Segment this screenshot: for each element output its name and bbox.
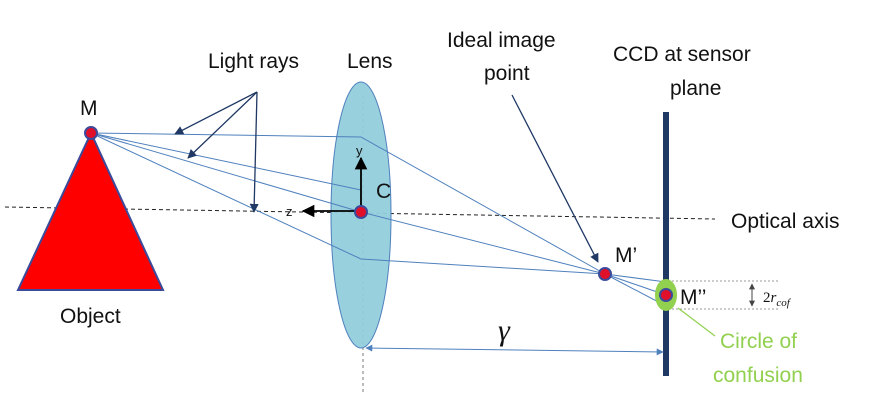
point-m-dot: [84, 126, 98, 140]
radius-label: 2rcof: [763, 290, 792, 309]
pointer-arrow-2: [187, 91, 258, 159]
ray-extension-upper: [604, 273, 667, 283]
point-c-label: C: [376, 180, 391, 203]
coc-pointer: [677, 307, 716, 337]
pointer-arrow-1: [174, 91, 258, 135]
light-rays-label: Light rays: [208, 50, 299, 73]
coc-label-2: confusion: [713, 364, 803, 387]
object-label: Object: [60, 305, 121, 328]
ideal-image-label-2: point: [484, 62, 530, 85]
optical-axis-label: Optical axis: [731, 210, 840, 233]
light-ray-bottom: [90, 132, 606, 275]
y-axis-label: y: [356, 143, 363, 158]
ideal-image-pointer: [511, 94, 599, 263]
radius-label-base: 2: [763, 290, 771, 306]
point-c-dot: [354, 205, 368, 219]
ccd-label-2: plane: [670, 77, 721, 100]
point-m-double-prime-label: M’’: [680, 286, 706, 309]
coc-label-1: Circle of: [720, 330, 797, 353]
ideal-image-label-1: Ideal image: [447, 29, 556, 52]
radius-label-r: r: [771, 290, 777, 306]
pointer-arrow-3: [249, 91, 259, 213]
object-triangle: [16, 130, 165, 291]
gamma-label: γ: [498, 314, 511, 347]
optical-axis-line: [4, 206, 716, 220]
point-m-label: M: [80, 97, 98, 120]
light-rays-pointers: [174, 91, 259, 213]
point-m-prime-label: M’: [615, 244, 637, 267]
ccd-label-1: CCD at sensor: [613, 43, 751, 66]
radius-label-sub: cof: [776, 297, 791, 309]
light-ray-mid: [90, 132, 362, 191]
z-axis-label: z: [286, 204, 293, 219]
point-m-prime-dot: [598, 267, 612, 281]
lens-label: Lens: [347, 50, 393, 73]
gamma-arrow: [365, 344, 664, 356]
point-m-double-prime-dot: [659, 288, 673, 302]
